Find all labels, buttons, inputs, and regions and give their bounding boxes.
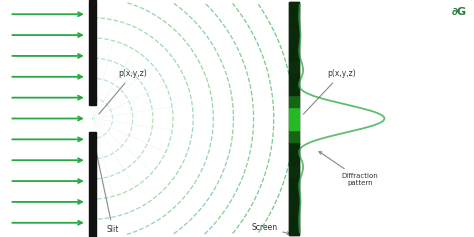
Bar <box>289 165 299 177</box>
Bar <box>289 14 299 26</box>
Bar <box>289 49 299 60</box>
Bar <box>289 2 299 235</box>
Text: Screen: Screen <box>251 223 290 234</box>
Bar <box>289 107 299 118</box>
Bar <box>289 118 299 130</box>
Bar <box>289 37 299 49</box>
Bar <box>289 177 299 188</box>
Bar <box>289 188 299 200</box>
Bar <box>289 72 299 84</box>
Bar <box>289 200 299 211</box>
Bar <box>289 2 299 14</box>
Bar <box>289 26 299 37</box>
Bar <box>89 0 96 105</box>
Bar <box>289 223 299 235</box>
Text: ∂G: ∂G <box>452 7 467 17</box>
Text: Diffraction
pattern: Diffraction pattern <box>319 152 379 186</box>
Bar <box>289 211 299 223</box>
Text: p(x,y,z): p(x,y,z) <box>99 69 147 114</box>
Bar <box>289 142 299 153</box>
Bar <box>89 132 96 237</box>
Bar <box>289 84 299 95</box>
Bar <box>289 130 299 142</box>
Bar <box>289 95 299 107</box>
Text: Slit: Slit <box>93 137 119 234</box>
Bar <box>289 153 299 165</box>
Bar <box>289 60 299 72</box>
Text: p(x,y,z): p(x,y,z) <box>303 69 356 114</box>
